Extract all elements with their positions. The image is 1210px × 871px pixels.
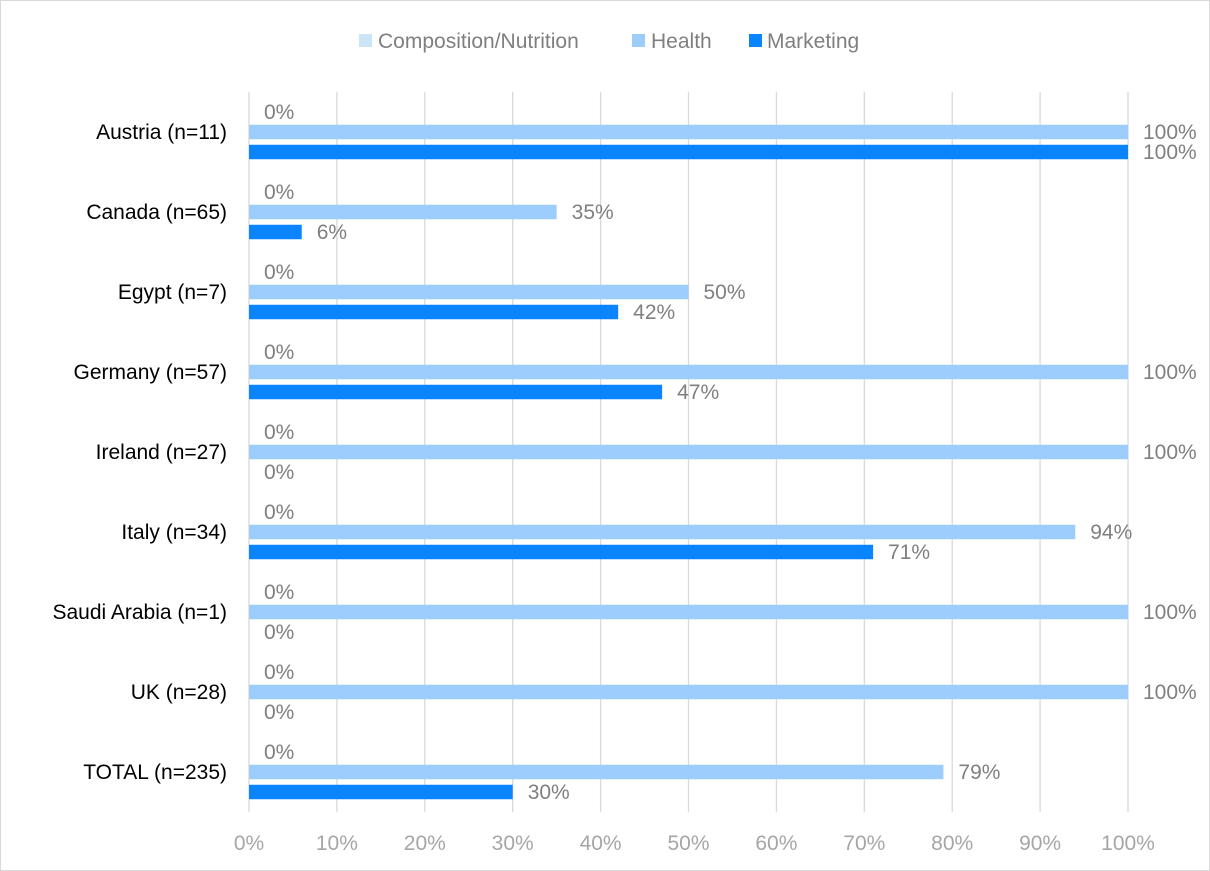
bar-health (249, 684, 1128, 700)
data-label: 47% (677, 381, 719, 404)
data-label: 0% (264, 461, 294, 484)
x-tick-label: 40% (580, 832, 622, 855)
x-tick-label: 30% (492, 832, 534, 855)
x-tick-label: 0% (234, 832, 264, 855)
data-label: 100% (1143, 441, 1197, 464)
bar-marketing (249, 304, 619, 320)
data-label: 0% (264, 181, 294, 204)
x-tick-label: 60% (755, 832, 797, 855)
bar-health (249, 284, 689, 300)
legend-label: Composition/Nutrition (378, 30, 579, 53)
data-label: 100% (1143, 361, 1197, 384)
data-label: 42% (633, 301, 675, 324)
category-label: Canada (n=65) (86, 201, 227, 224)
legend-swatch (359, 34, 372, 47)
data-label: 0% (264, 581, 294, 604)
legend-label: Marketing (767, 30, 859, 53)
bar-marketing (249, 144, 1128, 160)
category-label: UK (n=28) (131, 681, 227, 704)
category-label: Germany (n=57) (74, 361, 227, 384)
bar-health (249, 604, 1128, 620)
data-label: 94% (1090, 521, 1132, 544)
category-label: Ireland (n=27) (96, 441, 227, 464)
bar-health (249, 524, 1076, 540)
x-tick-label: 20% (404, 832, 446, 855)
category-label: Italy (n=34) (121, 521, 227, 544)
data-label: 0% (264, 501, 294, 524)
bar-marketing (249, 784, 513, 800)
x-tick-label: 80% (931, 832, 973, 855)
data-label: 0% (264, 661, 294, 684)
data-label: 30% (528, 781, 570, 804)
bar-marketing (249, 384, 663, 400)
data-label: 50% (704, 281, 746, 304)
data-label: 100% (1143, 681, 1197, 704)
legend-swatch (632, 34, 645, 47)
data-label: 0% (264, 701, 294, 724)
data-label: 0% (264, 101, 294, 124)
data-label: 0% (264, 741, 294, 764)
category-label: TOTAL (n=235) (83, 761, 227, 784)
x-tick-label: 100% (1101, 832, 1155, 855)
category-label: Egypt (n=7) (118, 281, 227, 304)
x-tick-label: 90% (1019, 832, 1061, 855)
bar-health (249, 204, 557, 220)
legend-swatch (749, 34, 762, 47)
x-tick-label: 70% (843, 832, 885, 855)
bar-health (249, 364, 1128, 380)
data-label: 0% (264, 261, 294, 284)
data-label: 71% (888, 541, 930, 564)
bar-health (249, 764, 944, 780)
legend-label: Health (651, 30, 712, 53)
data-label: 100% (1143, 121, 1197, 144)
data-label: 0% (264, 421, 294, 444)
bar-health (249, 124, 1128, 140)
data-label: 0% (264, 621, 294, 644)
x-tick-label: 50% (667, 832, 709, 855)
data-label: 79% (958, 761, 1000, 784)
data-label: 0% (264, 341, 294, 364)
bar-marketing (249, 224, 302, 240)
bar-health (249, 444, 1128, 460)
x-tick-label: 10% (316, 832, 358, 855)
category-label: Austria (n=11) (96, 121, 227, 144)
bar-marketing (249, 544, 874, 560)
data-label: 6% (317, 221, 347, 244)
data-label: 35% (572, 201, 614, 224)
category-label: Saudi Arabia (n=1) (52, 601, 227, 624)
data-label: 100% (1143, 141, 1197, 164)
data-label: 100% (1143, 601, 1197, 624)
